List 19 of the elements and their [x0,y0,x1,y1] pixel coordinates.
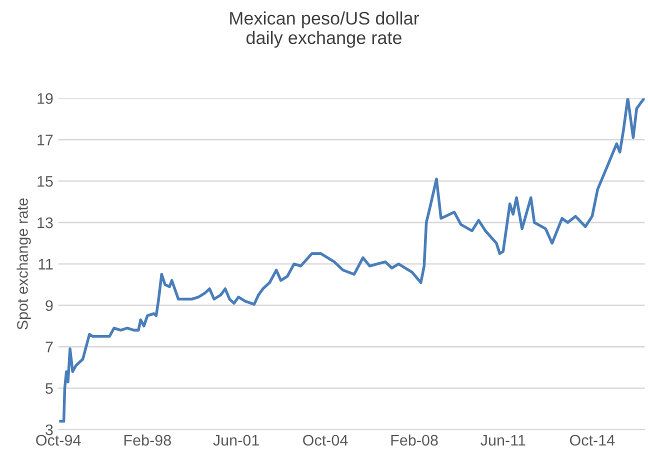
y-tick-label: 7 [46,342,53,352]
y-tick-label: 19 [38,93,53,104]
chart-title: Mexican peso/US dollar daily exchange rate [230,11,420,48]
x-tick-label: Jun-11 [480,435,526,446]
y-tick-label: 15 [38,176,53,187]
x-tick-label: Oct-04 [303,434,348,446]
y-tick-label: 13 [38,217,53,228]
x-tick-label: Oct-14 [570,434,615,446]
x-tick-label: Feb-08 [391,434,438,446]
line-series [59,98,645,423]
y-tick-label: 11 [38,258,53,270]
y-tick-label: 17 [38,134,53,146]
y-tick-label: 5 [46,383,53,394]
y-axis-title: Spot exchange rate [16,198,31,330]
x-tick-label: Jun-01 [213,434,259,446]
y-tick-label: 9 [46,300,53,312]
y-tick-label: 3 [46,424,53,436]
x-tick-label: Feb-98 [124,434,171,446]
x-tick-label: Oct-94 [36,434,81,446]
